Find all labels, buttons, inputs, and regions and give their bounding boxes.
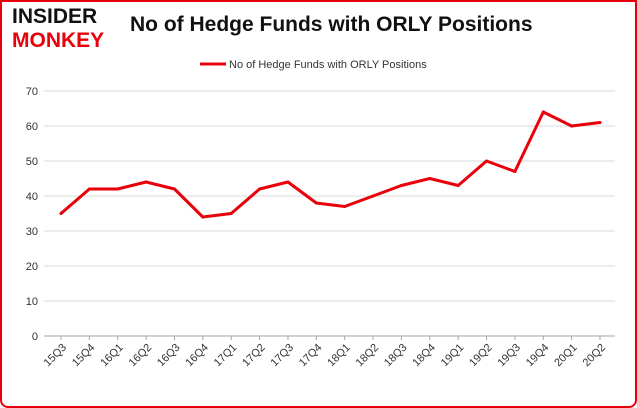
x-tick-label: 17Q4 bbox=[297, 342, 325, 370]
y-tick-label: 0 bbox=[32, 331, 38, 343]
x-tick-label: 19Q3 bbox=[495, 342, 523, 370]
x-tick-label: 19Q4 bbox=[524, 342, 552, 370]
y-tick-label: 70 bbox=[26, 86, 38, 98]
gridlines bbox=[44, 90, 615, 302]
x-tick-label: 20Q1 bbox=[552, 342, 580, 370]
y-tick-label: 30 bbox=[26, 226, 38, 238]
legend: No of Hedge Funds with ORLY Positions bbox=[200, 59, 427, 71]
x-tick-label: 17Q1 bbox=[212, 342, 240, 370]
x-tick-label: 15Q4 bbox=[70, 342, 98, 370]
x-tick-label: 18Q4 bbox=[410, 342, 438, 370]
data-point bbox=[456, 184, 460, 187]
x-tick-labels: 15Q3 15Q4 16Q1 16Q2 16Q3 16Q4 17Q1 17Q2 17Q3 17Q4… bbox=[42, 342, 609, 370]
x-tick-label: 18Q2 bbox=[354, 342, 382, 370]
y-tick-labels: 0 10 20 30 40 50 60 70 bbox=[26, 86, 38, 343]
data-point bbox=[314, 201, 318, 205]
data-point bbox=[428, 177, 432, 180]
x-tick-label: 17Q3 bbox=[269, 342, 297, 370]
y-tick-label: 60 bbox=[26, 121, 38, 133]
x-tick-label: 19Q1 bbox=[439, 342, 467, 370]
data-point bbox=[286, 180, 290, 184]
data-point bbox=[87, 187, 91, 191]
data-point bbox=[343, 205, 347, 208]
chart-title: No of Hedge Funds with ORLY Positions bbox=[130, 13, 533, 36]
x-tick-label: 18Q1 bbox=[325, 342, 353, 370]
data-point bbox=[399, 184, 403, 187]
x-tick-label: 15Q3 bbox=[42, 342, 70, 370]
x-tick-label: 18Q3 bbox=[382, 342, 410, 370]
series-group bbox=[59, 110, 602, 219]
series-line bbox=[59, 110, 602, 219]
legend-label: No of Hedge Funds with ORLY Positions bbox=[229, 59, 427, 71]
data-point bbox=[258, 187, 262, 191]
data-point bbox=[513, 170, 517, 173]
x-tick-label: 19Q2 bbox=[467, 342, 495, 370]
y-tick-label: 10 bbox=[26, 296, 38, 308]
data-point bbox=[116, 187, 120, 191]
axes bbox=[44, 335, 615, 340]
x-tick-label: 16Q3 bbox=[155, 342, 183, 370]
data-point bbox=[172, 187, 176, 191]
data-point bbox=[144, 180, 148, 184]
data-point bbox=[570, 124, 574, 128]
data-point bbox=[598, 121, 602, 124]
logo-line-2: MONKEY bbox=[12, 29, 105, 52]
x-tick-label: 16Q1 bbox=[98, 342, 126, 370]
y-tick-label: 20 bbox=[26, 261, 38, 273]
x-tick-label: 16Q4 bbox=[183, 342, 211, 370]
insider-monkey-logo: INSIDER MONKEY bbox=[12, 5, 120, 53]
x-tick-label: 17Q2 bbox=[240, 342, 268, 370]
logo-line-1: INSIDER bbox=[12, 5, 98, 28]
x-tick-label: 20Q2 bbox=[581, 342, 609, 370]
data-point bbox=[541, 110, 545, 114]
y-tick-label: 50 bbox=[26, 156, 38, 168]
data-point bbox=[59, 212, 63, 215]
x-tick-label: 16Q2 bbox=[127, 342, 155, 370]
data-point bbox=[485, 159, 489, 163]
data-point bbox=[229, 212, 233, 215]
y-tick-label: 40 bbox=[26, 191, 38, 203]
data-point bbox=[371, 194, 375, 198]
data-point bbox=[201, 215, 205, 219]
